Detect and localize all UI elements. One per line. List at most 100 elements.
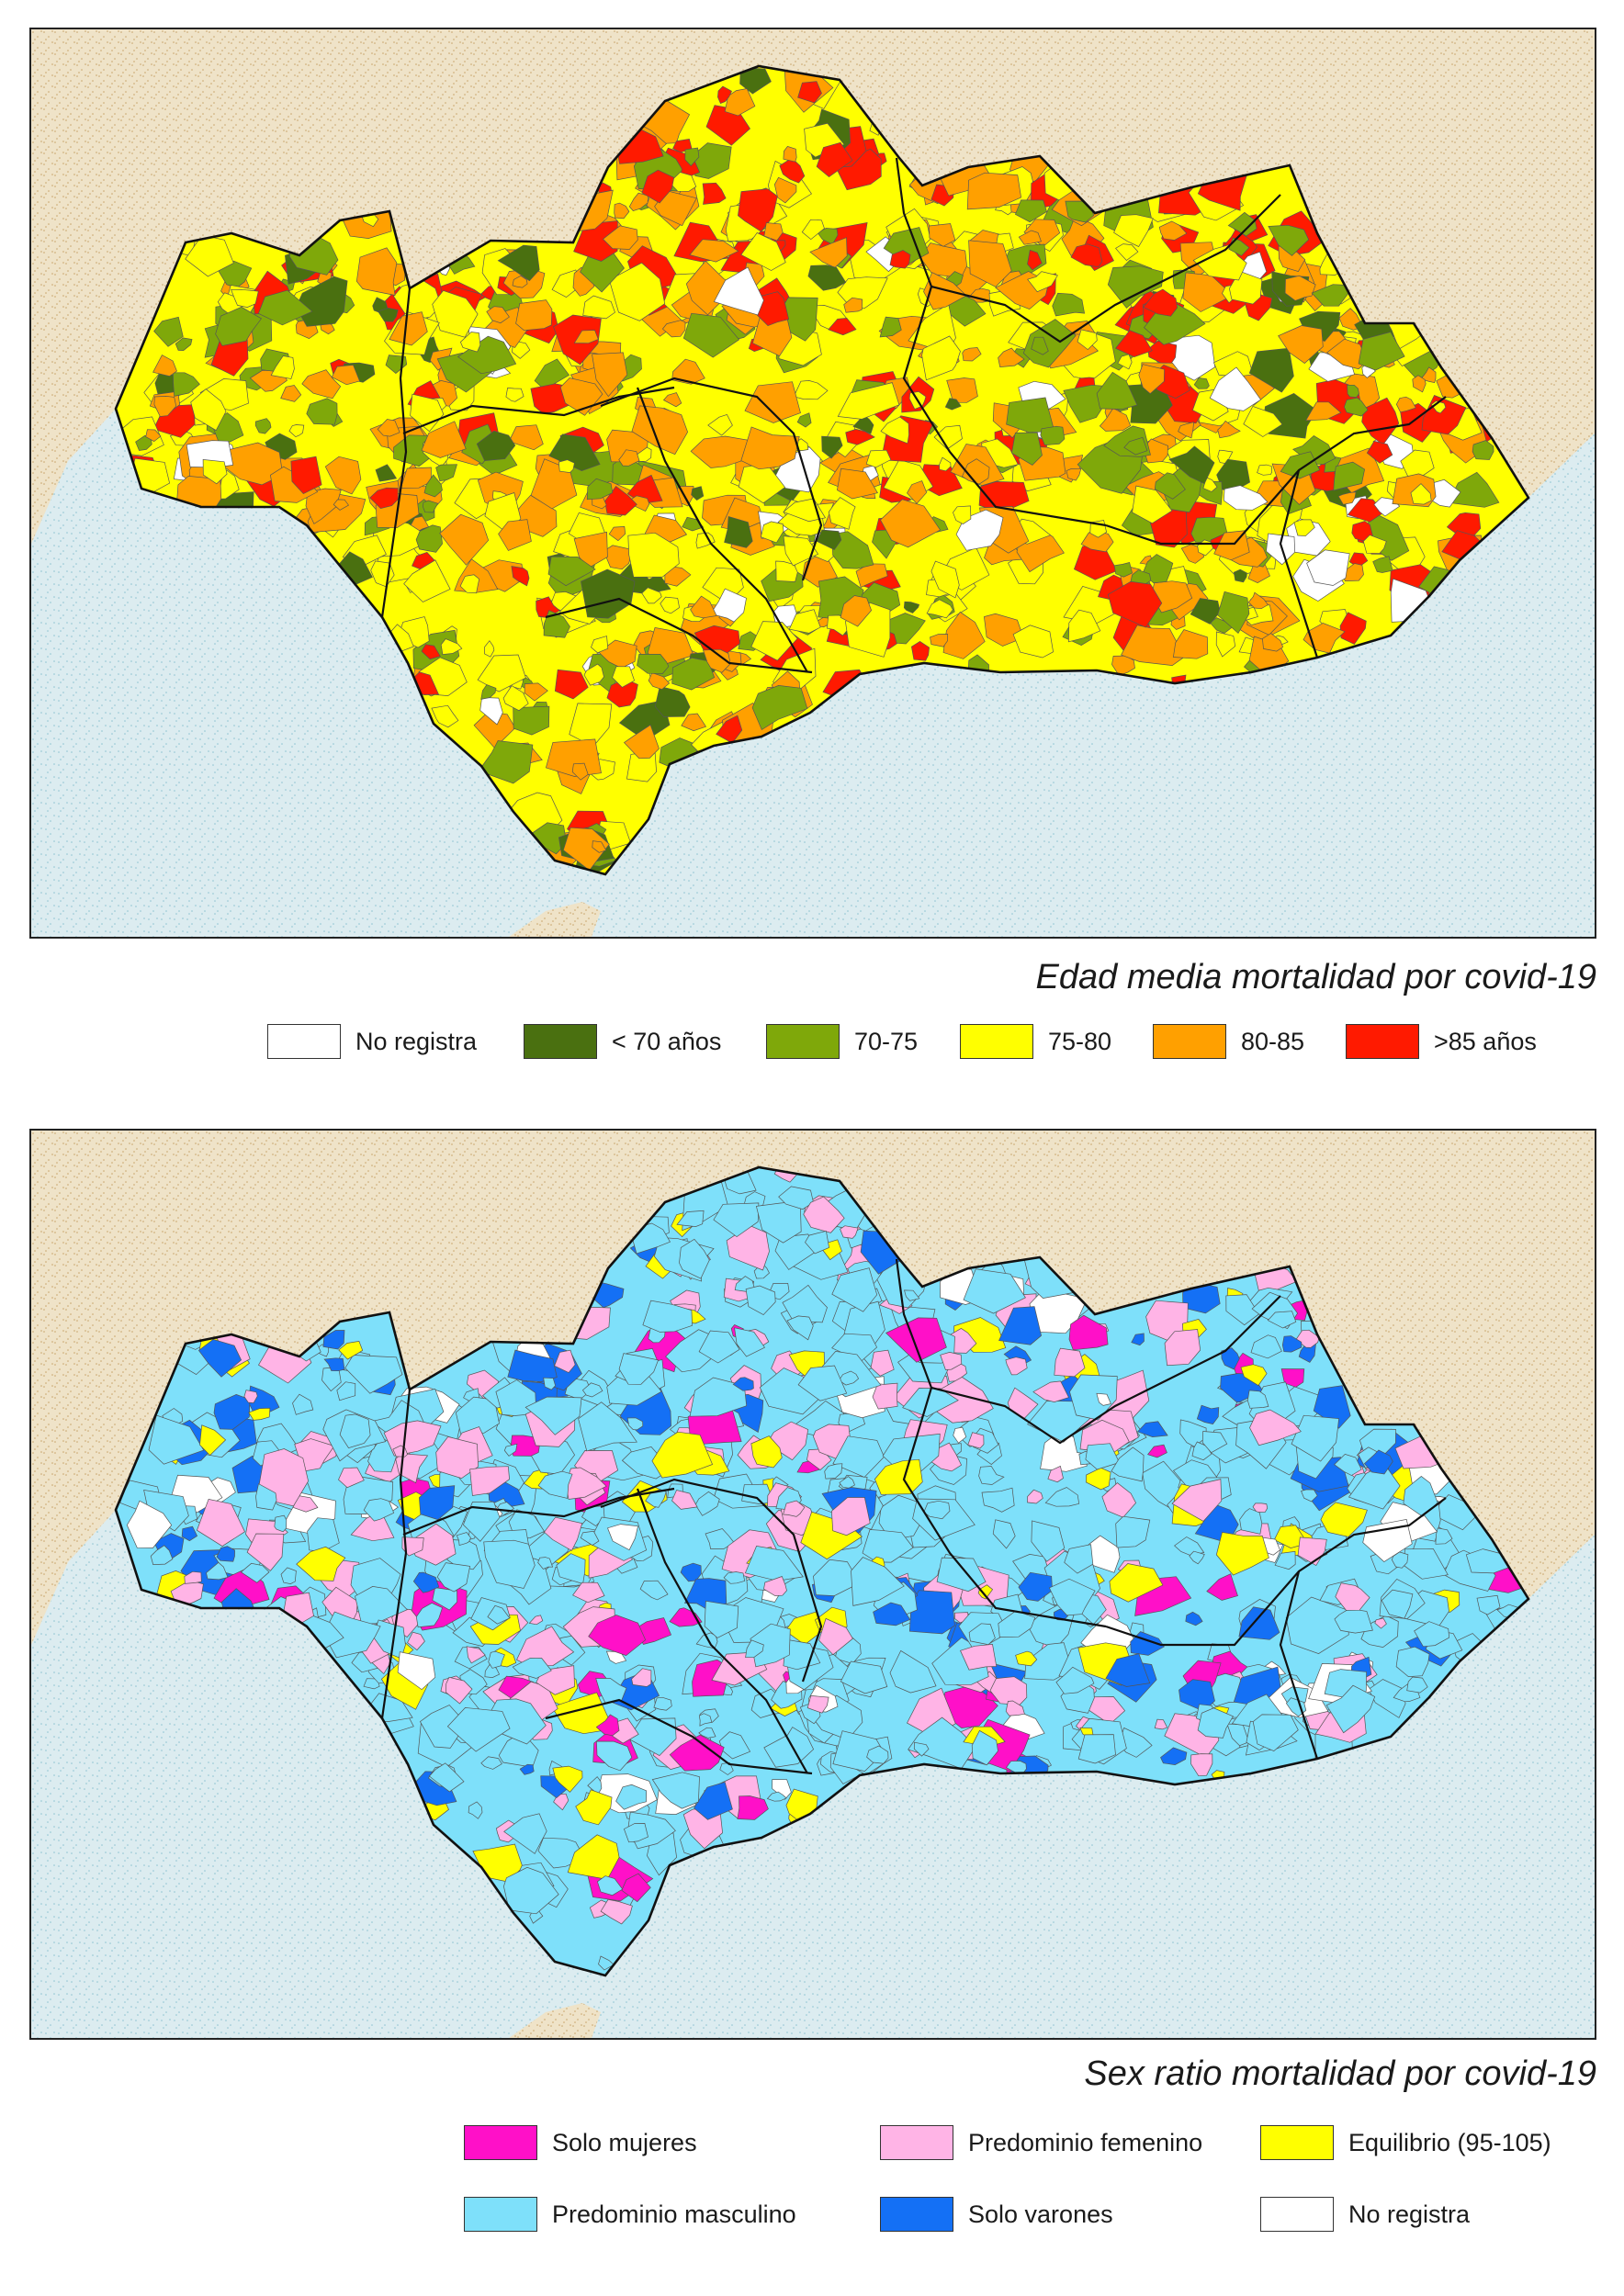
municipality bbox=[805, 1230, 829, 1255]
municipality bbox=[851, 1557, 905, 1606]
municipality bbox=[930, 560, 960, 599]
municipality bbox=[152, 355, 177, 377]
municipality bbox=[1358, 332, 1405, 371]
municipality bbox=[512, 275, 528, 288]
municipality bbox=[840, 595, 873, 627]
municipality bbox=[1011, 432, 1043, 466]
municipality bbox=[639, 1580, 669, 1601]
municipality bbox=[788, 609, 821, 634]
municipality bbox=[400, 467, 432, 489]
municipality bbox=[240, 1562, 270, 1583]
municipality bbox=[641, 587, 662, 604]
municipality bbox=[415, 524, 443, 553]
municipality bbox=[544, 1516, 583, 1551]
municipality bbox=[1403, 1476, 1438, 1517]
legend-swatch bbox=[464, 2125, 537, 2160]
municipality bbox=[216, 1546, 235, 1562]
legend-item-70-75: 70-75 bbox=[766, 1023, 918, 1060]
legend-label: No registra bbox=[355, 1027, 478, 1055]
municipality bbox=[1190, 598, 1221, 625]
municipality bbox=[740, 232, 786, 271]
municipality bbox=[660, 596, 680, 614]
municipality bbox=[832, 1435, 885, 1478]
sex-ratio-map-title: Sex ratio mortalidad por covid-19 bbox=[1084, 2054, 1596, 2093]
municipality bbox=[1018, 1571, 1053, 1602]
municipality bbox=[872, 1382, 898, 1410]
legend-label: 75-80 bbox=[1048, 1027, 1112, 1055]
municipality bbox=[806, 1695, 829, 1714]
municipality bbox=[1209, 366, 1262, 411]
municipality bbox=[1185, 1611, 1203, 1626]
municipality bbox=[338, 1467, 365, 1489]
municipality bbox=[369, 487, 399, 509]
municipality bbox=[1472, 440, 1494, 460]
municipality bbox=[428, 1762, 465, 1793]
legend-item-solo-varones: Solo varones bbox=[880, 2196, 1113, 2233]
municipality bbox=[1395, 1646, 1430, 1677]
municipality bbox=[1274, 1550, 1296, 1570]
municipality bbox=[486, 306, 510, 324]
legend-swatch bbox=[267, 1024, 341, 1059]
neighbouring-land bbox=[31, 29, 1595, 544]
municipality bbox=[946, 377, 978, 403]
municipality bbox=[967, 1432, 985, 1449]
municipality bbox=[907, 480, 928, 504]
municipality bbox=[243, 1390, 258, 1403]
municipality bbox=[737, 1795, 769, 1820]
municipality bbox=[1105, 1653, 1151, 1687]
municipality bbox=[1266, 533, 1296, 566]
municipality bbox=[294, 1438, 335, 1472]
municipality bbox=[148, 1414, 205, 1465]
municipality bbox=[197, 1339, 242, 1378]
municipality bbox=[1374, 1617, 1387, 1629]
municipality bbox=[573, 531, 608, 568]
sex-ratio-map-canvas bbox=[31, 1131, 1595, 2038]
municipality bbox=[1337, 491, 1357, 505]
municipality bbox=[745, 1285, 776, 1316]
municipality bbox=[515, 299, 553, 332]
municipality bbox=[305, 488, 342, 524]
municipality bbox=[1123, 436, 1148, 456]
municipality bbox=[1014, 199, 1047, 223]
municipality bbox=[581, 1505, 605, 1527]
municipality bbox=[921, 335, 961, 381]
municipality bbox=[1320, 1502, 1368, 1537]
province-border bbox=[545, 1698, 813, 1775]
municipality bbox=[880, 499, 942, 548]
municipality bbox=[459, 574, 480, 594]
municipality bbox=[1215, 631, 1236, 658]
municipality bbox=[1362, 535, 1387, 554]
municipality bbox=[824, 1463, 843, 1480]
municipality bbox=[1344, 397, 1369, 417]
municipality bbox=[940, 1352, 963, 1370]
municipality bbox=[1215, 1532, 1269, 1576]
municipality bbox=[837, 382, 900, 420]
municipality bbox=[942, 611, 986, 659]
municipality bbox=[502, 685, 529, 712]
municipality bbox=[923, 1500, 951, 1520]
municipality bbox=[1023, 219, 1061, 247]
municipality bbox=[1077, 1734, 1116, 1764]
municipality bbox=[184, 1570, 202, 1584]
municipality bbox=[586, 478, 614, 501]
municipality bbox=[583, 663, 604, 686]
municipality bbox=[1196, 1404, 1220, 1424]
municipality bbox=[1158, 220, 1188, 241]
municipality bbox=[782, 1284, 828, 1323]
municipality bbox=[766, 1791, 787, 1802]
municipality bbox=[1170, 616, 1186, 630]
municipality bbox=[498, 519, 532, 551]
municipality bbox=[913, 1741, 930, 1757]
municipality bbox=[1154, 1718, 1168, 1730]
municipality bbox=[1111, 655, 1135, 676]
municipality bbox=[507, 1349, 558, 1382]
municipality bbox=[1168, 445, 1215, 485]
municipality bbox=[750, 1623, 791, 1668]
municipality bbox=[1052, 292, 1086, 317]
legend-swatch bbox=[1153, 1024, 1226, 1059]
municipality bbox=[431, 704, 459, 728]
municipality bbox=[1015, 1650, 1038, 1667]
municipality bbox=[831, 1497, 871, 1536]
municipality bbox=[580, 1530, 600, 1547]
municipality bbox=[684, 147, 700, 167]
